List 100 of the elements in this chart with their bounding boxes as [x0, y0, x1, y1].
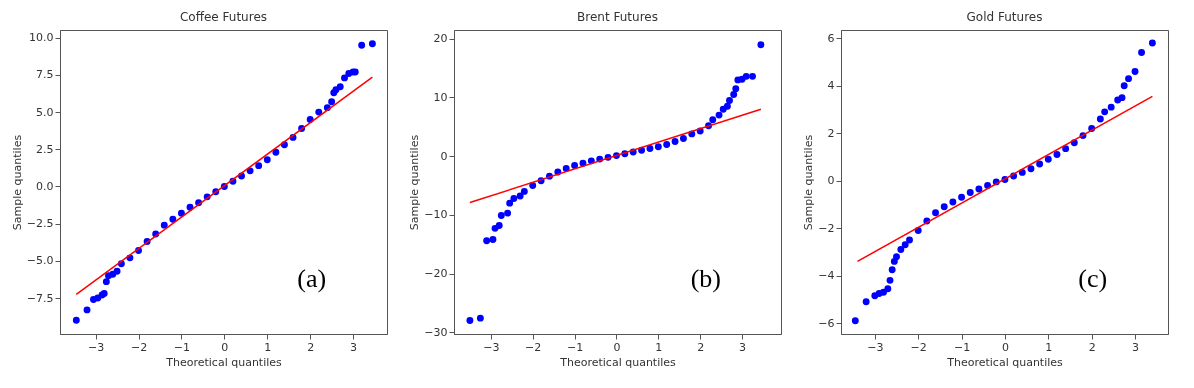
y-tick-label: −30 — [424, 325, 448, 339]
point — [263, 156, 271, 164]
point — [715, 111, 723, 119]
y-tick-label: 4 — [827, 79, 835, 93]
x-tick-label: −2 — [525, 340, 542, 354]
point — [726, 96, 733, 104]
y-tick-label: 2 — [827, 126, 835, 140]
y-axis-title: Sample quantiles — [408, 134, 422, 231]
point — [1148, 39, 1156, 47]
point — [109, 270, 117, 278]
chart-title: Coffee Futures — [179, 10, 268, 24]
point — [83, 306, 91, 314]
y-tick-label: 0 — [827, 174, 835, 188]
annotation: (b) — [690, 264, 721, 294]
point — [272, 148, 280, 156]
point — [102, 278, 110, 286]
point — [1036, 160, 1044, 168]
point — [893, 253, 900, 261]
point — [113, 267, 121, 275]
y-tick-label: 10.0 — [29, 31, 54, 45]
chart-title: Gold Futures — [966, 10, 1043, 24]
point — [723, 102, 731, 110]
point — [169, 215, 177, 223]
point — [520, 187, 528, 195]
x-tick-label: 0 — [1001, 340, 1009, 354]
point — [341, 74, 348, 82]
point — [1107, 103, 1115, 111]
point — [901, 241, 909, 249]
x-axis-title: Theoretical quantiles — [559, 355, 677, 369]
y-tick-label: −2 — [818, 221, 835, 235]
point — [1053, 151, 1061, 159]
x-tick-label: −1 — [953, 340, 971, 354]
point — [466, 317, 474, 324]
y-tick-label: −10 — [424, 208, 448, 222]
point — [1131, 68, 1139, 75]
annotation: (a) — [297, 264, 327, 294]
x-tick-label: 3 — [739, 340, 747, 354]
x-tick-label: −3 — [867, 340, 884, 354]
y-tick-label: −2.5 — [26, 217, 54, 231]
point — [315, 108, 323, 116]
point — [732, 85, 740, 93]
point — [476, 314, 484, 322]
point — [906, 236, 913, 244]
x-tick-label: −3 — [88, 340, 105, 354]
point — [506, 199, 514, 207]
y-tick-label: 2.5 — [36, 142, 54, 156]
point — [742, 72, 750, 80]
y-tick-label: −5.0 — [26, 254, 54, 268]
y-tick-label: −20 — [424, 267, 448, 281]
point — [862, 298, 870, 306]
point — [958, 193, 966, 201]
point — [516, 192, 524, 200]
point — [671, 138, 679, 145]
y-tick-label: 0.0 — [36, 179, 54, 193]
x-tick-label: −1 — [566, 340, 584, 354]
y-tick-label: 7.5 — [36, 68, 54, 82]
point — [1125, 75, 1132, 83]
x-tick-label: −3 — [483, 340, 500, 354]
point — [1096, 115, 1104, 123]
x-tick-label: −2 — [910, 340, 927, 354]
point — [328, 98, 336, 106]
point — [897, 246, 905, 253]
x-tick-label: −1 — [173, 340, 191, 354]
y-tick-label: 5.0 — [36, 105, 54, 119]
x-axis-title: Theoretical quantiles — [165, 355, 283, 369]
x-tick-label: 2 — [1088, 340, 1096, 354]
point — [1044, 155, 1052, 163]
point — [1118, 94, 1126, 102]
y-tick-label: 0 — [440, 149, 448, 163]
y-axis-title: Sample quantiles — [10, 134, 24, 231]
y-tick-label: −6 — [818, 316, 835, 330]
point — [72, 316, 80, 324]
point — [975, 185, 983, 193]
x-tick-label: 2 — [307, 340, 315, 354]
point — [646, 145, 654, 153]
point — [966, 189, 974, 197]
x-tick-label: 0 — [613, 340, 621, 354]
point — [679, 135, 687, 143]
point — [160, 221, 168, 229]
point — [1027, 165, 1035, 173]
point — [1120, 82, 1128, 90]
y-tick-label: −4 — [818, 269, 835, 283]
point — [932, 209, 940, 217]
point — [495, 221, 503, 229]
point — [757, 41, 765, 49]
y-tick-label: −7.5 — [26, 291, 54, 305]
point — [940, 203, 948, 211]
point — [851, 317, 859, 325]
point — [255, 162, 263, 170]
point — [1138, 49, 1146, 56]
chart-title: Brent Futures — [577, 10, 658, 24]
x-tick-label: 1 — [1045, 340, 1053, 354]
y-tick-label: 6 — [827, 31, 835, 45]
x-tick-label: 2 — [697, 340, 705, 354]
point — [663, 140, 671, 148]
point — [880, 288, 887, 296]
x-tick-label: 3 — [1132, 340, 1140, 354]
point — [504, 209, 512, 217]
point — [571, 162, 579, 170]
x-tick-label: 3 — [350, 340, 358, 354]
